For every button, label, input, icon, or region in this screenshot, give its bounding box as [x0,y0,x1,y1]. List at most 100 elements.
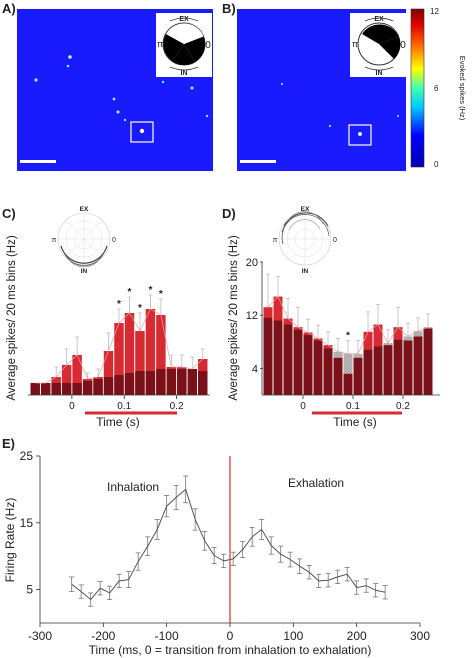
panel-e-label: E) [2,436,15,451]
panel-e-line [71,488,386,601]
panel-a-compass-in: IN [181,70,188,77]
hatch-bar [343,353,353,374]
colorbar-tick-mid: 6 [434,84,439,93]
panel-d-polar-zero: 0 [333,237,337,244]
panel-d-polar: EX IN π 0 [273,206,337,275]
hatch-bar [383,343,393,346]
dark-bar [313,340,323,395]
dark-bar [103,377,114,395]
y-tick-label: 20 [246,257,258,269]
dark-bar [177,369,187,395]
panel-b-compass-pi: π [352,39,358,49]
panel-a-compass-ex: EX [179,16,189,23]
panel-a-compass-zero: 0 [205,40,211,51]
dark-bar [156,369,166,395]
dark-bar [166,369,177,395]
hatch-bar [423,327,433,329]
dark-bar [423,328,433,395]
red-bar [135,331,145,395]
panel-d-dark-bars [263,317,433,395]
x-tick-label: 0 [300,401,306,412]
panel-b-scale-bar [240,160,276,163]
panel-d-polar-ex: EX [301,206,310,213]
panel-c-ylabel: Average spikes/ 20 ms bins (Hz) [6,235,18,400]
dark-bar [363,349,373,395]
panel-d-stars: * [346,330,350,341]
panel-b-roi-box [348,124,372,146]
x-tick-label: 200 [347,629,367,643]
bar-trend-line [35,308,204,384]
dark-bar [30,383,40,395]
y-tick-label: 5 [26,583,33,597]
dark-bar [187,369,198,395]
y-tick-label: 4 [252,363,258,375]
panel-c-polar-zero: 0 [112,237,116,244]
red-bar [103,351,114,395]
panel-c-polar-in: IN [81,268,88,275]
panel-c-polar-pi: π [52,237,57,244]
panel-b-label: B) [222,1,236,16]
panel-e-xticks: -300 -200 -100 0 100 200 300 [28,623,430,643]
dark-bar [124,373,135,395]
panel-c-xticks: 0 0.1 0.2 [69,395,184,412]
dark-bar [114,375,124,395]
x-tick-label: -100 [155,629,179,643]
panel-e-errorbars [69,475,388,607]
x-tick-label: 100 [283,629,303,643]
y-tick-label: 12 [246,310,258,322]
dark-bar [198,371,208,395]
dark-bar [353,357,363,395]
dark-bar [82,381,93,395]
panel-a-compass: EX IN π 0 [156,13,212,77]
red-bar [124,313,135,395]
dark-bar [263,317,273,395]
panel-d-polar-in: IN [302,268,309,275]
panel-c-errorbars [35,294,205,384]
significance-star: * [138,303,142,314]
significance-star: * [346,330,350,341]
panel-e-annotation-inhalation: Inhalation [107,480,159,494]
x-tick-label: 0.2 [170,401,184,412]
panel-d-chart: * 4 12 20 0 0.1 0.2 Time (s) Average spikes/… [228,235,440,429]
red-bar [145,309,156,395]
significance-star: * [148,285,152,296]
x-tick-label: -200 [91,629,115,643]
y-tick-label: 15 [20,516,34,530]
panel-e-xlabel: Time (ms, 0 = transition from inhalation… [89,643,372,657]
dark-bar [40,383,51,395]
panel-b-compass-ex: EX [374,16,384,23]
x-tick-label: 0.1 [117,401,131,412]
red-bar [61,365,72,395]
panel-c-chart: * * * * * 0 0.1 0.2 Time (s) Average spikes/ 2… [6,235,210,429]
panel-c-dark-bars [30,369,208,395]
dark-bar [93,379,103,395]
x-tick-label: 0.1 [346,401,360,412]
panel-b-compass-zero: 0 [400,40,406,51]
panel-d-polar-pi: π [273,237,278,244]
dark-bar [303,335,313,395]
red-bar [156,315,166,395]
colorbar-tick-min: 0 [434,160,439,169]
dark-bar [72,383,82,395]
red-bar [114,323,124,395]
colorbar-tick-max: 12 [430,7,439,16]
dark-bar [413,336,423,395]
panel-d-label: D) [222,206,236,221]
dark-bar [135,371,145,395]
red-bar [72,355,82,395]
dark-bar [403,340,413,395]
bar-trend-line [267,295,429,355]
panel-c-xlabel: Time (s) [96,415,140,429]
panel-b-spots [280,82,399,136]
hatch-bar [353,353,363,358]
dark-bar [273,320,283,395]
panel-a-scale-bar [20,160,56,163]
dark-bar [343,373,353,395]
panel-a-compass-pi: π [157,39,163,49]
panel-d-hatch-bars [333,327,433,374]
panel-d-yticks: 4 12 20 [246,257,263,375]
x-tick-label: 0 [227,629,234,643]
panel-a-spots [34,55,209,134]
panel-e-ylabel: Firing Rate (Hz) [3,498,17,583]
